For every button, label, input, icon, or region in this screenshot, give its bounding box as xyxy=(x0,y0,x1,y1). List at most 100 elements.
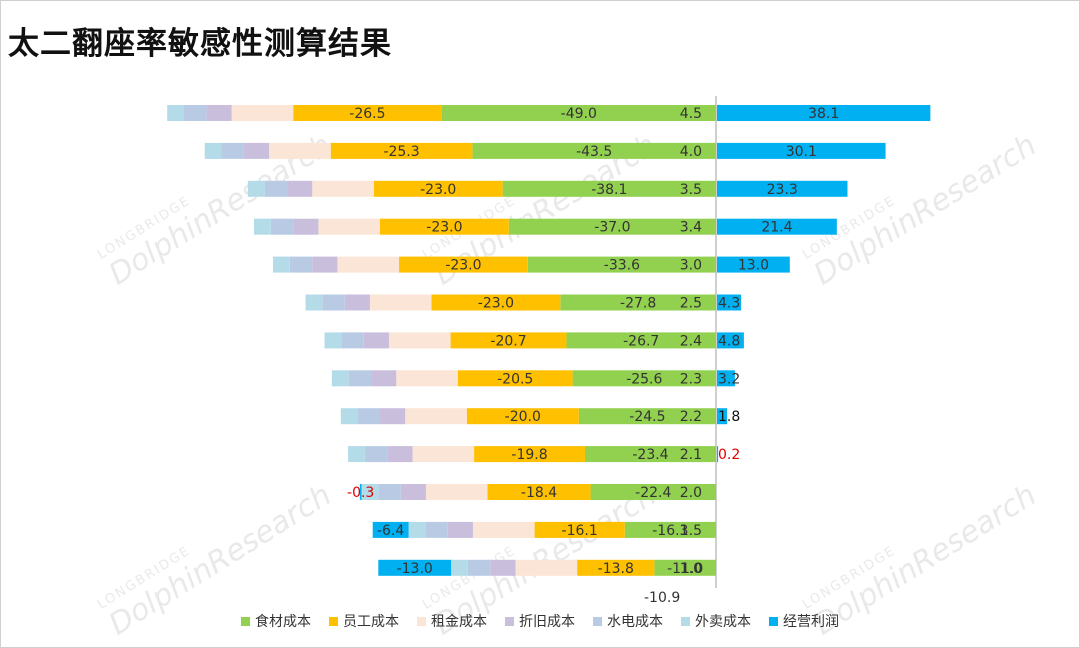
data-label-staff: -23.0 xyxy=(478,296,514,312)
legend-swatch xyxy=(593,616,602,626)
bar-utility xyxy=(348,370,372,387)
bar-utility xyxy=(378,484,401,500)
data-label-food: -24.5 xyxy=(629,409,665,425)
legend-label: 外卖成本 xyxy=(695,614,751,630)
bar-row-6: -26.7 -20.7 4.8 2.4 xyxy=(324,332,744,349)
bar-profit xyxy=(717,256,790,273)
data-label-staff: -16.1 xyxy=(562,523,598,539)
legend-item-depreciation: 折旧成本 xyxy=(505,611,575,631)
bar-rent xyxy=(425,484,488,500)
bar-utility xyxy=(289,256,313,273)
bar-profit xyxy=(717,105,931,121)
data-label-profit: -13.0 xyxy=(397,561,433,577)
category-label: 2.2 xyxy=(680,409,702,425)
bar-delivery xyxy=(361,484,379,500)
bar-food xyxy=(584,446,716,463)
data-label-profit: 3.2 xyxy=(718,371,740,387)
bar-food xyxy=(472,142,716,159)
bar-depreciation xyxy=(287,180,313,197)
bar-food xyxy=(560,294,716,311)
legend-label: 员工成本 xyxy=(343,614,399,630)
legend-swatch xyxy=(681,616,690,626)
bar-utility xyxy=(357,408,380,425)
bar-food xyxy=(502,180,716,197)
data-label-staff: -13.8 xyxy=(598,561,634,577)
bar-depreciation xyxy=(293,218,319,235)
data-label-profit: 4.3 xyxy=(718,296,740,312)
bar-utility xyxy=(270,218,294,235)
bar-staff xyxy=(293,105,442,121)
legend-label: 食材成本 xyxy=(255,614,311,630)
bar-depreciation xyxy=(490,559,516,576)
bar-staff xyxy=(577,559,655,576)
bar-rent xyxy=(472,521,535,538)
data-label-profit: -0.3 xyxy=(347,485,374,501)
data-label-staff: -19.8 xyxy=(511,447,547,463)
legend-item-rent: 租金成本 xyxy=(417,611,487,631)
bar-food xyxy=(624,521,716,538)
bar-delivery xyxy=(331,370,349,387)
category-label: 2.3 xyxy=(680,371,702,387)
data-label-profit: 30.1 xyxy=(786,144,817,160)
data-label-staff: -23.0 xyxy=(426,220,462,236)
category-label: 2.0 xyxy=(680,485,702,501)
bar-profit xyxy=(717,294,742,311)
bar-food xyxy=(654,559,716,576)
bar-staff xyxy=(380,218,509,235)
bar-delivery xyxy=(305,294,323,311)
bar-rent xyxy=(515,559,578,576)
bar-depreciation xyxy=(243,142,270,159)
bar-row-2: -38.1 -23.0 23.3 3.5 xyxy=(247,180,848,198)
legend-item-profit: 经营利润 xyxy=(769,611,839,631)
bar-utility xyxy=(425,521,448,538)
legend-label: 水电成本 xyxy=(607,614,663,630)
data-label-profit: 23.3 xyxy=(767,182,798,198)
data-label-food: -25.6 xyxy=(626,371,662,387)
legend-label: 经营利润 xyxy=(783,614,839,630)
bar-row-10: -22.4 -18.4 -0.3 2.0 xyxy=(347,484,716,501)
bar-delivery xyxy=(348,446,365,463)
data-label-staff: -18.4 xyxy=(521,485,557,501)
bar-depreciation xyxy=(206,105,232,121)
bar-delivery xyxy=(254,218,271,235)
bar-rent xyxy=(412,446,475,463)
bar-profit xyxy=(378,559,452,576)
bar-profit xyxy=(717,142,886,159)
data-label-staff: -20.0 xyxy=(505,409,541,425)
data-label-food: -38.1 xyxy=(591,182,627,198)
bar-staff xyxy=(534,521,625,538)
bar-rent xyxy=(396,370,458,387)
data-label-profit: 13.0 xyxy=(738,258,769,274)
bar-row-4: -33.6 -23.0 13.0 3.0 xyxy=(273,256,790,274)
bar-rent xyxy=(369,294,432,311)
category-label: 1.0 xyxy=(680,561,702,577)
bar-profit xyxy=(717,446,719,463)
bar-row-8: -24.5 -20.0 1.8 2.2 xyxy=(340,408,740,425)
category-label: 3.5 xyxy=(680,182,702,198)
data-label-food: -23.4 xyxy=(632,447,668,463)
bar-food xyxy=(572,370,716,387)
bar-food xyxy=(441,105,716,121)
bar-utility xyxy=(467,559,491,576)
bar-delivery xyxy=(204,142,222,159)
category-label: 2.1 xyxy=(680,447,702,463)
bar-row-12: -11.0 -13.8 -13.0 1.0 xyxy=(378,559,716,577)
legend-label: 租金成本 xyxy=(431,614,487,630)
bar-profit xyxy=(359,484,362,500)
bar-utility xyxy=(322,294,345,311)
category-label: 3.0 xyxy=(680,258,702,274)
bar-utility xyxy=(221,142,244,159)
bar-row-7: -25.6 -20.5 3.2 2.3 xyxy=(331,370,740,387)
bar-staff xyxy=(431,294,561,311)
bar-rent xyxy=(269,142,331,159)
data-label-food: -37.0 xyxy=(594,220,630,236)
legend-swatch xyxy=(505,616,514,626)
bar-profit xyxy=(717,370,735,387)
bar-delivery xyxy=(324,332,342,349)
legend-item-food: 食材成本 xyxy=(241,611,311,631)
bar-delivery xyxy=(451,559,468,576)
data-label-profit: -6.4 xyxy=(377,523,404,539)
legend-swatch xyxy=(241,616,250,626)
bar-rent xyxy=(231,105,294,121)
bar-depreciation xyxy=(344,294,370,311)
